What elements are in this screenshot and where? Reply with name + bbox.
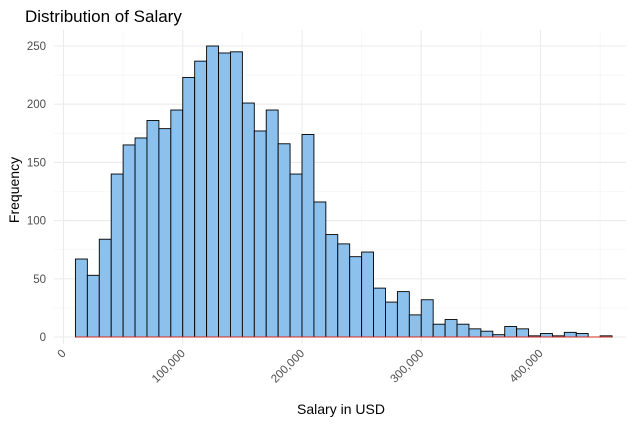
histogram-bar xyxy=(110,173,124,338)
y-tick-label: 200 xyxy=(27,99,46,111)
histogram-bar xyxy=(337,243,351,338)
histogram-bar xyxy=(86,274,100,338)
histogram-bar xyxy=(325,234,339,338)
histogram-bar xyxy=(265,109,279,338)
histogram-bar xyxy=(194,60,208,338)
histogram-bar xyxy=(385,301,398,338)
histogram-bar xyxy=(206,45,219,338)
chart-title: Distribution of Salary xyxy=(25,7,182,26)
histogram-bar xyxy=(432,323,446,338)
histogram-bar xyxy=(74,258,88,338)
histogram-bar xyxy=(396,291,410,338)
x-tick-label: 200,000 xyxy=(269,348,307,386)
histogram-bar xyxy=(361,251,375,338)
y-tick-label: 100 xyxy=(27,216,46,228)
histogram-bar xyxy=(516,328,530,338)
x-tick-label: 300,000 xyxy=(388,348,426,386)
y-tick-label: 150 xyxy=(27,157,46,169)
histogram-bar xyxy=(301,134,315,338)
histogram-bar xyxy=(480,330,494,338)
y-tick-label: 250 xyxy=(27,41,46,53)
histogram-bar xyxy=(373,287,386,338)
histogram-bar xyxy=(504,326,518,338)
histogram-bar xyxy=(540,333,553,338)
histogram-bar xyxy=(563,331,577,338)
y-tick-label: 50 xyxy=(33,274,46,286)
x-tick-label: 400,000 xyxy=(508,348,546,386)
histogram-bar xyxy=(218,52,231,338)
histogram-bar xyxy=(158,128,172,338)
histogram-bar xyxy=(277,143,291,338)
histogram-bar xyxy=(122,144,136,338)
histogram-bar xyxy=(253,130,267,338)
histogram-bar xyxy=(444,319,458,338)
histogram-bar xyxy=(420,299,434,338)
histogram-bar xyxy=(313,201,327,338)
histogram-bar xyxy=(456,323,470,338)
x-axis-ticks: 0 100,000 200,000 300,000 400,000 xyxy=(56,348,546,386)
histogram-bar xyxy=(575,333,589,338)
y-axis-title: Frequency xyxy=(6,157,22,223)
histogram-bar xyxy=(229,51,243,338)
histogram-bar xyxy=(98,238,112,338)
histogram-bar xyxy=(349,256,363,338)
histogram-bar xyxy=(289,173,303,338)
histogram-bar xyxy=(182,76,196,338)
histogram-bar xyxy=(134,137,148,338)
x-tick-label: 100,000 xyxy=(150,348,188,386)
histogram-bar xyxy=(468,328,482,338)
histogram-bar xyxy=(241,102,255,338)
x-tick-label: 0 xyxy=(56,348,69,361)
y-axis-ticks: 0 50 100 150 200 250 xyxy=(27,41,46,344)
histogram-bars xyxy=(74,45,613,338)
y-tick-label: 0 xyxy=(40,332,46,344)
histogram-bar xyxy=(170,109,184,338)
histogram-bar xyxy=(146,120,160,338)
x-axis-title: Salary in USD xyxy=(297,401,385,417)
histogram-bar xyxy=(408,314,422,338)
